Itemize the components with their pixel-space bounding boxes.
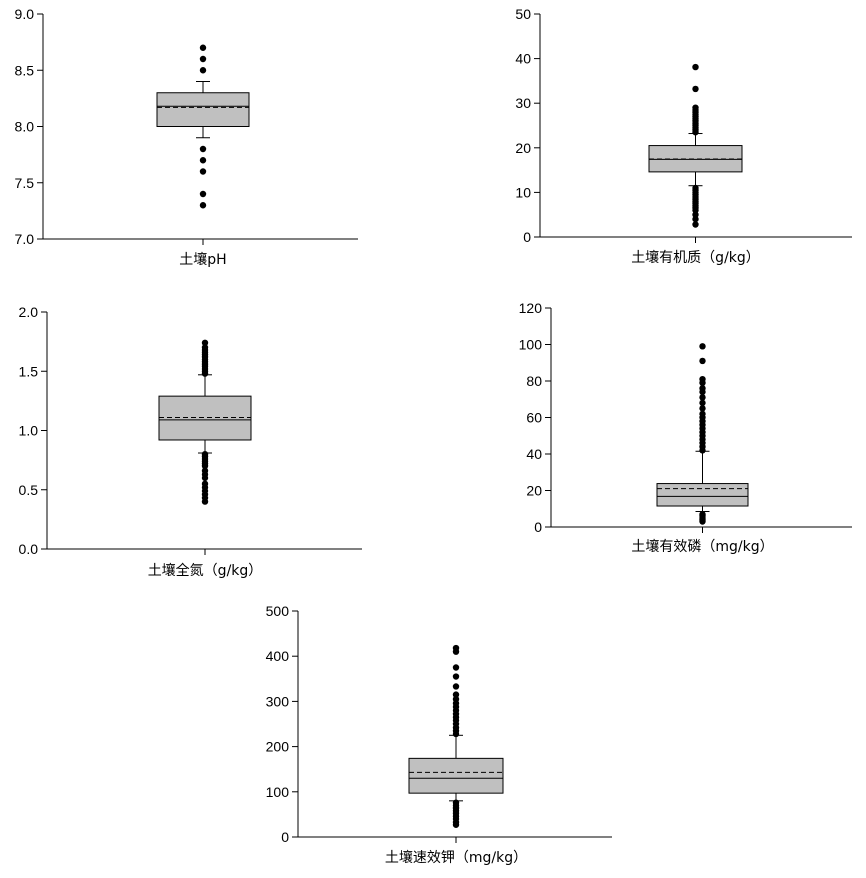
y-tick-label: 200 [266,739,290,755]
x-axis-label: 土壤速效钾（mg/kg） [385,849,527,866]
outlier-point [699,394,706,401]
outlier-point [692,215,699,223]
y-tick-label: 300 [266,693,290,709]
outlier-point [692,85,699,93]
box-plot-panel-5: 0 100 200 300 400 500 土壤速效钾（mg/kg） [266,603,612,866]
y-tick-label: 400 [266,648,290,664]
y-tick-label: 2.0 [19,304,39,320]
outlier-point [452,644,460,652]
outlier-point [699,385,706,392]
box-plot-panel-4: 0 20 40 60 80 100 120 土壤有效磷（mg/kg） [519,300,852,555]
outlier-point [452,673,460,680]
iqr-box [648,145,743,173]
box-plot-panel-1: 7.0 7.5 8.0 8.5 9.0 土壤pH [15,6,358,268]
outlier-point [199,202,207,209]
y-tick-label: 50 [515,6,531,22]
y-tick-label: 120 [519,300,543,316]
y-tick-label: 100 [519,337,543,353]
outlier-point [452,821,460,828]
y-tick-label: 8.5 [15,62,35,78]
y-tick-label: 0.0 [19,541,39,557]
outlier-point [199,157,207,164]
outlier-point [201,498,209,505]
box-plot-panel-2: 0 10 20 30 40 50 土壤有机质（g/kg） [515,6,852,266]
outlier-point [699,375,706,383]
outlier-point [699,405,706,412]
y-tick-label: 20 [515,140,531,156]
y-tick-label: 30 [515,95,531,111]
y-tick-label: 0 [534,519,542,535]
iqr-box [656,483,749,507]
y-tick-label: 7.5 [15,175,35,191]
y-tick-label: 0.5 [19,482,39,498]
box-plot-panel-3: 0.0 0.5 1.0 1.5 2.0 土壤全氮（g/kg） [19,304,362,579]
iqr-box [156,92,250,127]
outlier-point [201,339,209,347]
outlier-point [699,357,706,365]
iqr-box [408,757,504,794]
outlier-point [452,691,460,698]
outlier-point [201,462,209,470]
outlier-point [201,344,209,351]
outlier-point [692,207,699,214]
y-tick-label: 40 [515,51,531,67]
y-tick-label: 0 [523,229,531,245]
y-tick-label: 1.0 [19,423,39,439]
iqr-box [158,395,252,441]
x-axis-label: 土壤pH [179,251,226,268]
y-tick-label: 60 [526,410,542,426]
outlier-point [452,664,460,671]
outlier-point [199,67,207,74]
x-axis-label: 土壤全氮（g/kg） [148,562,263,579]
y-tick-label: 7.0 [15,231,35,247]
outlier-point [199,44,207,51]
outlier-point [199,145,207,153]
y-tick-label: 20 [526,483,542,499]
y-tick-label: 0 [281,829,289,845]
outlier-point [199,168,207,175]
outlier-point [699,399,706,407]
y-tick-label: 10 [515,184,531,200]
y-tick-label: 80 [526,373,542,389]
outlier-point [699,518,706,525]
outlier-point [692,104,699,111]
y-tick-label: 500 [266,603,290,619]
y-tick-label: 1.5 [19,363,39,379]
outlier-point [692,211,699,218]
y-tick-label: 9.0 [15,6,35,22]
outlier-point [692,63,699,71]
y-tick-label: 40 [526,446,542,462]
outlier-point [699,343,706,350]
x-axis-label: 土壤有机质（g/kg） [631,249,760,266]
outlier-point [201,474,209,482]
outlier-point [452,695,460,703]
x-axis-label: 土壤有效磷（mg/kg） [631,538,773,555]
outlier-point [699,410,706,418]
outlier-point [199,55,207,63]
outlier-point [452,683,460,690]
outlier-point [199,190,207,198]
y-tick-label: 8.0 [15,119,35,135]
y-tick-label: 100 [266,784,290,800]
outlier-point [692,221,699,228]
